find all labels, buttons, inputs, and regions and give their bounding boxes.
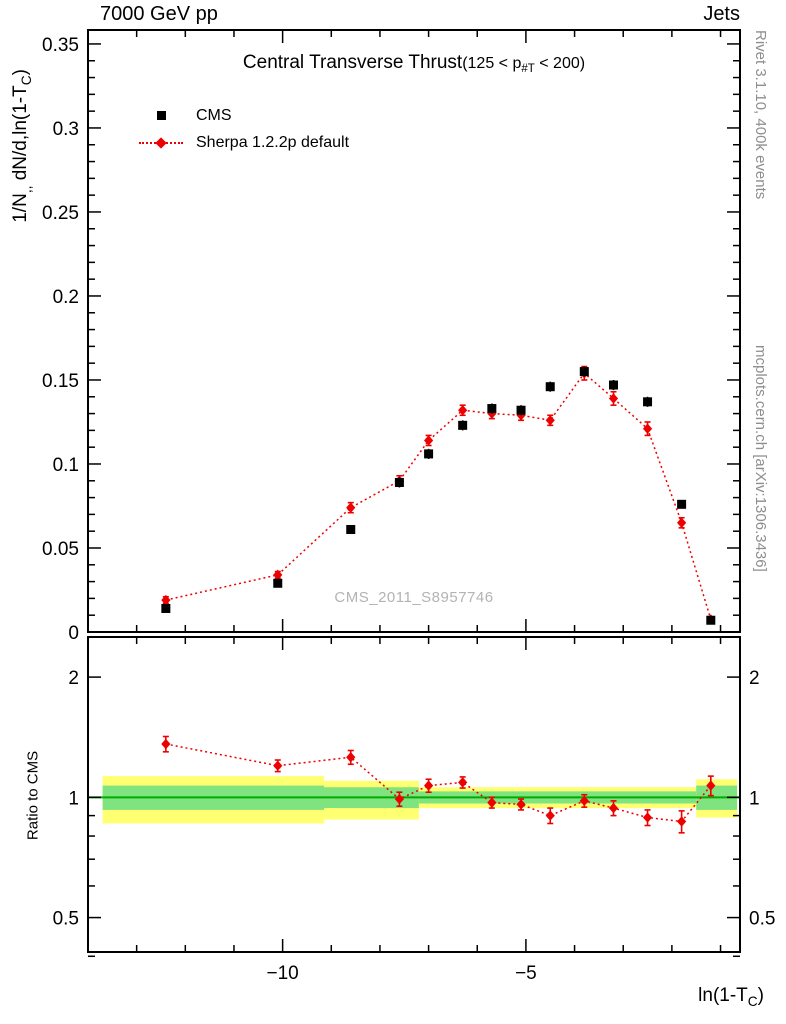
- y-axis-label-p3: ): [10, 69, 32, 76]
- svg-text:0.5: 0.5: [53, 909, 79, 930]
- svg-text:2: 2: [68, 668, 79, 689]
- y-axis-label-s1: ,,: [18, 185, 34, 194]
- cms-series: [161, 366, 716, 625]
- svg-text:0.35: 0.35: [42, 35, 79, 56]
- tick-labels: 0 0.05 0.1 0.15 0.2 0.25 0.3 0.35 0.5 0.5 1 1 2 2 −10 −…: [42, 35, 775, 984]
- plot-title: Central Transverse Thrust(125 < p#T < 20…: [88, 52, 740, 75]
- legend: CMS Sherpa 1.2.2p default: [138, 102, 349, 156]
- svg-text:−5: −5: [515, 963, 537, 984]
- svg-text:0: 0: [68, 623, 79, 644]
- legend-item-cms: CMS: [138, 102, 349, 129]
- svg-text:1: 1: [749, 788, 760, 809]
- x-axis-label: ln(1-TC): [698, 985, 764, 1009]
- plot-title-cut: (125 < p#T < 200): [462, 55, 586, 76]
- analysis-id-watermark: CMS_2011_S8957746: [334, 589, 494, 606]
- ratio-series: [161, 735, 716, 834]
- svg-text:0.05: 0.05: [42, 539, 79, 560]
- y-axis-label: 1/N,, dN/d,ln(1-TC): [10, 31, 34, 261]
- beam-energy-label: 7000 GeV pp: [100, 3, 218, 25]
- axis-ticks: [87, 30, 740, 958]
- svg-text:0.25: 0.25: [42, 203, 79, 224]
- svg-text:1: 1: [68, 788, 79, 809]
- legend-label-cms: CMS: [196, 106, 232, 124]
- plot-title-cut-pre: (125 < p: [462, 55, 522, 72]
- x-axis-label-p1: ln(1-T: [698, 985, 748, 1006]
- svg-text:0.1: 0.1: [53, 455, 79, 476]
- y-axis-label-s2: C: [18, 75, 34, 86]
- x-axis-label-s1: C: [747, 993, 758, 1009]
- svg-text:0.15: 0.15: [42, 371, 79, 392]
- mcplots-reference-note: mcplots.cern.ch [arXiv:1306.3436]: [752, 345, 769, 572]
- analysis-type-label: Jets: [703, 3, 740, 25]
- plot-title-cut-post: < 200): [534, 55, 586, 72]
- svg-text:0.2: 0.2: [53, 287, 79, 308]
- sherpa-diamond-marker-icon: [138, 136, 184, 150]
- cms-square-marker-icon: [138, 109, 184, 123]
- axes-frames: [87, 29, 741, 953]
- rivet-version-note: Rivet 3.1.10, 400k events: [752, 30, 769, 200]
- svg-text:0.5: 0.5: [749, 909, 775, 930]
- svg-text:0.3: 0.3: [53, 119, 79, 140]
- x-axis-label-p2: ): [757, 985, 764, 1006]
- legend-label-sherpa: Sherpa 1.2.2p default: [196, 133, 350, 151]
- ratio-axis-label: Ratio to CMS: [24, 750, 42, 841]
- svg-text:2: 2: [749, 668, 760, 689]
- y-axis-label-p1: 1/N: [10, 193, 32, 223]
- svg-text:−10: −10: [267, 963, 299, 984]
- plot-title-cut-sub: #T: [521, 63, 535, 76]
- y-axis-label-p2: dN/d,ln(1-T: [10, 85, 32, 186]
- sherpa-series: [161, 365, 716, 625]
- legend-item-sherpa: Sherpa 1.2.2p default: [138, 129, 349, 156]
- plot-title-text: Central Transverse Thrust: [242, 52, 463, 73]
- uncertainty-bands: [88, 776, 740, 824]
